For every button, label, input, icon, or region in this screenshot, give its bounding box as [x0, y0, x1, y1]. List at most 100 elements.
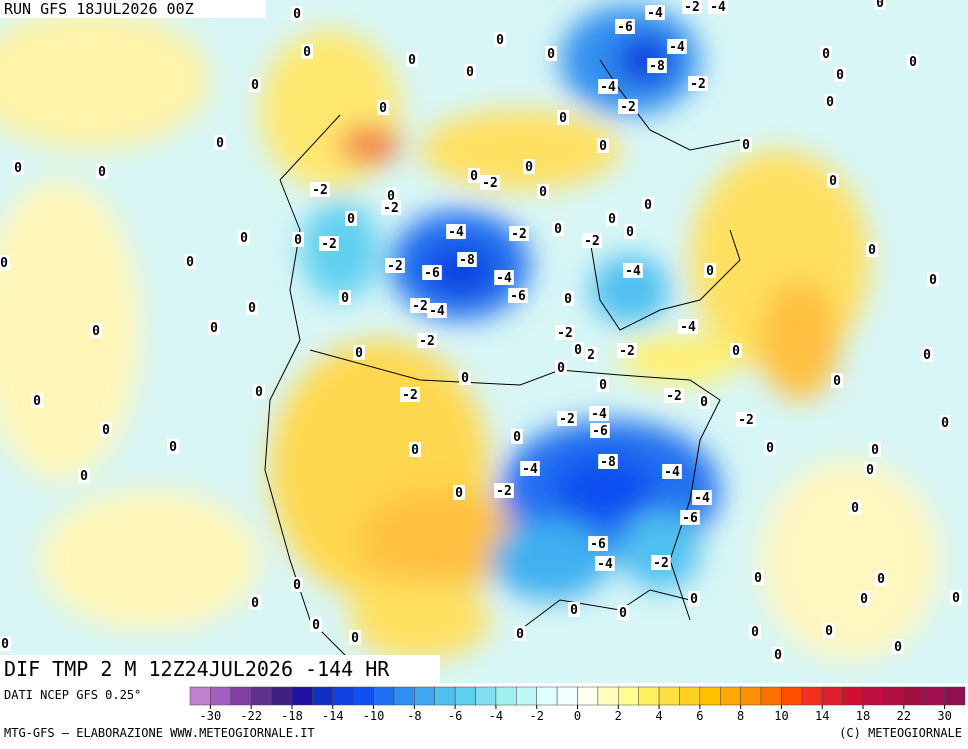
contour-label-bg: [400, 387, 420, 402]
contour-label-bg: [688, 591, 700, 606]
colorbar-swatch: [801, 686, 823, 706]
contour-label: 0: [387, 189, 395, 204]
colorbar-swatch: [230, 686, 252, 706]
contour-label-bg: [927, 272, 939, 287]
colorbar-tick-label: 8: [737, 709, 744, 723]
contour-label: 0: [539, 185, 547, 200]
contour-label: -2: [690, 77, 706, 92]
contour-label: -2: [584, 234, 600, 249]
colorbar-swatch: [842, 686, 864, 706]
contour-label-bg: [572, 342, 584, 357]
contour-label-bg: [624, 224, 636, 239]
contour-label: 0: [293, 7, 301, 22]
contour-label: 0: [513, 430, 521, 445]
contour-label-bg: [618, 99, 638, 114]
contour-label: -2: [419, 334, 435, 349]
copyright-label: (C) METEOGIORNALE: [839, 726, 962, 740]
contour-label: 0: [868, 243, 876, 258]
contour-label-bg: [0, 255, 10, 270]
contour-label: 0: [525, 160, 533, 175]
contour-label: -6: [424, 266, 440, 281]
contour-label: 0: [186, 255, 194, 270]
contour-label: -8: [600, 455, 616, 470]
contour-label: 0: [836, 68, 844, 83]
contour-label: 0: [570, 603, 578, 618]
contour-label-bg: [349, 630, 361, 645]
contour-label-bg: [555, 360, 567, 375]
run-box: [0, 0, 266, 18]
colorbar-swatch: [597, 686, 619, 706]
contour-label: 0: [871, 443, 879, 458]
contour-label-bg: [736, 412, 756, 427]
colorbar-tick-label: 10: [774, 709, 788, 723]
contour-label: 0: [351, 631, 359, 646]
contour-label: 0: [461, 371, 469, 386]
colorbar-swatch: [760, 686, 782, 706]
contour-label-bg: [545, 46, 557, 61]
contour-label: -4: [664, 465, 680, 480]
contour-label-bg: [319, 236, 339, 251]
contour-label-bg: [453, 485, 465, 500]
contour-label-bg: [585, 347, 597, 362]
contour-label-bg: [582, 233, 602, 248]
contour-label-bg: [557, 411, 577, 426]
contour-label-bg: [292, 232, 304, 247]
colorbar-tick-label: -14: [322, 709, 344, 723]
contour-label-bg: [617, 605, 629, 620]
contour-label: 0: [466, 65, 474, 80]
contour-label-bg: [520, 461, 540, 476]
colorbar-tick-label: 30: [937, 709, 951, 723]
contour-label: 0: [216, 136, 224, 151]
contour-label-bg: [824, 94, 836, 109]
colorbar-swatch: [414, 686, 435, 706]
contour-label: 0: [411, 443, 419, 458]
contour-label-bg: [78, 468, 90, 483]
colorbar-swatch: [373, 686, 395, 706]
contour-label: -4: [522, 462, 538, 477]
contour-label-bg: [849, 500, 861, 515]
contour-label-bg: [597, 377, 609, 392]
contour-label-bg: [589, 406, 609, 421]
contour-label-bg: [12, 160, 24, 175]
contour-label: -2: [412, 299, 428, 314]
contour-label: -2: [684, 0, 700, 15]
contour-label: 0: [706, 264, 714, 279]
contour-label-bg: [494, 483, 514, 498]
contour-label-bg: [664, 388, 684, 403]
contour-label-bg: [615, 19, 635, 34]
contour-label: -4: [669, 40, 685, 55]
contour-label: 0: [379, 101, 387, 116]
colorbar-swatch: [250, 686, 272, 706]
contour-label: 0: [470, 169, 478, 184]
contour-label: -2: [557, 326, 573, 341]
contour-label-bg: [874, 0, 886, 10]
contour-label: -2: [321, 237, 337, 252]
contour-label: 0: [210, 321, 218, 336]
contour-label: -8: [649, 59, 665, 74]
contour-label-bg: [597, 138, 609, 153]
contour-label-bg: [214, 135, 226, 150]
contour-label-bg: [511, 429, 523, 444]
contour-label-bg: [939, 415, 951, 430]
contour-label: 0: [303, 45, 311, 60]
colorbar-swatch: [638, 686, 660, 706]
contour-label-bg: [892, 639, 904, 654]
colorbar-tick-label: 14: [815, 709, 829, 723]
contour-label: -8: [459, 253, 475, 268]
contour-label: -2: [511, 227, 527, 242]
contour-label: -4: [597, 557, 613, 572]
colorbar-swatch: [658, 686, 680, 706]
contour-label-bg: [606, 211, 618, 226]
contour-label-bg: [249, 595, 261, 610]
contour-label-bg: [494, 32, 506, 47]
colorbar-tick-label: -6: [448, 709, 462, 723]
contour-label-bg: [377, 100, 389, 115]
colorbar-swatch: [556, 686, 578, 706]
contour-label: 0: [851, 501, 859, 516]
contour-label: 0: [822, 47, 830, 62]
colorbar-swatch: [516, 686, 537, 706]
colorbar-swatch: [577, 686, 599, 706]
contour-label-bg: [950, 590, 962, 605]
contour-label: 0: [169, 440, 177, 455]
contour-label-bg: [457, 252, 477, 267]
